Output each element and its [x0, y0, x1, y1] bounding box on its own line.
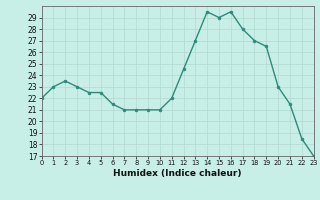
X-axis label: Humidex (Indice chaleur): Humidex (Indice chaleur) [113, 169, 242, 178]
